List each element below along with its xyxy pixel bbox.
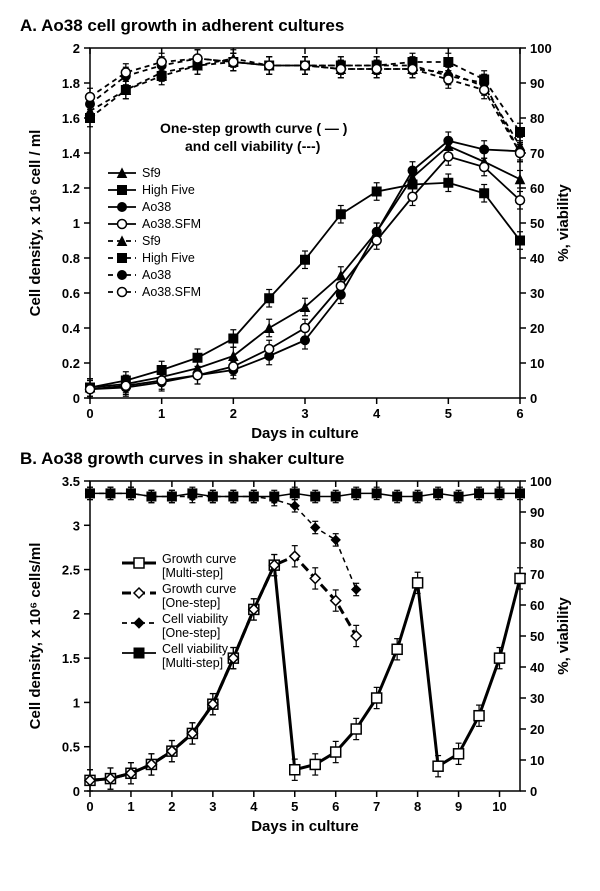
- svg-text:80: 80: [530, 536, 544, 551]
- panel-b-chart: 01234567891000.511.522.533.5010203040506…: [10, 471, 590, 841]
- svg-text:20: 20: [530, 321, 544, 336]
- svg-text:0.6: 0.6: [62, 286, 80, 301]
- svg-text:High Five: High Five: [142, 183, 195, 197]
- svg-text:1: 1: [158, 406, 165, 421]
- panel-a-title: A. Ao38 cell growth in adherent cultures: [20, 16, 590, 36]
- svg-text:Sf9: Sf9: [142, 166, 161, 180]
- svg-text:1.5: 1.5: [62, 651, 80, 666]
- svg-text:1: 1: [127, 799, 134, 814]
- svg-text:60: 60: [530, 181, 544, 196]
- svg-text:10: 10: [530, 753, 544, 768]
- svg-text:100: 100: [530, 474, 552, 489]
- svg-text:20: 20: [530, 722, 544, 737]
- svg-text:8: 8: [414, 799, 421, 814]
- svg-text:90: 90: [530, 76, 544, 91]
- svg-text:[One-step]: [One-step]: [162, 596, 220, 610]
- svg-text:3: 3: [73, 518, 80, 533]
- svg-text:4: 4: [250, 799, 258, 814]
- svg-text:[Multi-step]: [Multi-step]: [162, 566, 223, 580]
- svg-text:6: 6: [332, 799, 339, 814]
- svg-text:0: 0: [86, 406, 93, 421]
- svg-text:5: 5: [445, 406, 452, 421]
- svg-text:Cell density, x 10⁶ cell / ml: Cell density, x 10⁶ cell / ml: [27, 130, 44, 317]
- svg-text:Days in culture: Days in culture: [251, 425, 359, 442]
- svg-text:70: 70: [530, 567, 544, 582]
- svg-text:Ao38.SFM: Ao38.SFM: [142, 285, 201, 299]
- svg-text:and cell viability (---): and cell viability (---): [185, 138, 320, 154]
- svg-text:9: 9: [455, 799, 462, 814]
- svg-text:1.4: 1.4: [62, 146, 81, 161]
- svg-text:%, viability: %, viability: [555, 184, 572, 262]
- svg-text:0: 0: [86, 799, 93, 814]
- svg-text:10: 10: [492, 799, 506, 814]
- svg-text:3: 3: [209, 799, 216, 814]
- svg-text:0.2: 0.2: [62, 356, 80, 371]
- svg-text:3: 3: [301, 406, 308, 421]
- svg-text:0.5: 0.5: [62, 740, 80, 755]
- svg-text:[One-step]: [One-step]: [162, 626, 220, 640]
- svg-text:7: 7: [373, 799, 380, 814]
- svg-text:Ao38: Ao38: [142, 200, 171, 214]
- svg-text:5: 5: [291, 799, 298, 814]
- svg-text:Growth curve: Growth curve: [162, 582, 236, 596]
- svg-text:2: 2: [168, 799, 175, 814]
- panel-a-chart: 012345600.20.40.60.811.21.41.61.82010203…: [10, 38, 590, 443]
- svg-text:6: 6: [516, 406, 523, 421]
- svg-text:90: 90: [530, 505, 544, 520]
- svg-text:80: 80: [530, 111, 544, 126]
- svg-text:2: 2: [73, 41, 80, 56]
- svg-text:100: 100: [530, 41, 552, 56]
- svg-text:70: 70: [530, 146, 544, 161]
- svg-text:Cell viability: Cell viability: [162, 642, 229, 656]
- svg-text:40: 40: [530, 251, 544, 266]
- svg-text:High Five: High Five: [142, 251, 195, 265]
- svg-text:0: 0: [73, 391, 80, 406]
- svg-text:60: 60: [530, 598, 544, 613]
- svg-text:1: 1: [73, 216, 80, 231]
- svg-text:1.6: 1.6: [62, 111, 80, 126]
- svg-text:Sf9: Sf9: [142, 234, 161, 248]
- svg-text:%, viability: %, viability: [555, 597, 572, 675]
- svg-text:One-step growth curve ( — ): One-step growth curve ( — ): [160, 120, 347, 136]
- svg-text:Cell density, x 10⁶ cells/ml: Cell density, x 10⁶ cells/ml: [27, 543, 44, 730]
- svg-text:30: 30: [530, 286, 544, 301]
- svg-text:1: 1: [73, 695, 80, 710]
- svg-text:2.5: 2.5: [62, 563, 80, 578]
- svg-text:Ao38: Ao38: [142, 268, 171, 282]
- svg-text:0: 0: [530, 391, 537, 406]
- svg-text:1.8: 1.8: [62, 76, 80, 91]
- svg-text:30: 30: [530, 691, 544, 706]
- panel-b-title: B. Ao38 growth curves in shaker culture: [20, 449, 590, 469]
- svg-text:Days in culture: Days in culture: [251, 818, 359, 835]
- svg-text:Ao38.SFM: Ao38.SFM: [142, 217, 201, 231]
- svg-text:Growth curve: Growth curve: [162, 552, 236, 566]
- svg-text:50: 50: [530, 629, 544, 644]
- svg-text:1.2: 1.2: [62, 181, 80, 196]
- svg-text:4: 4: [373, 406, 381, 421]
- svg-text:10: 10: [530, 356, 544, 371]
- svg-text:50: 50: [530, 216, 544, 231]
- svg-text:[Multi-step]: [Multi-step]: [162, 656, 223, 670]
- svg-text:2: 2: [230, 406, 237, 421]
- svg-text:40: 40: [530, 660, 544, 675]
- svg-text:0: 0: [73, 784, 80, 799]
- svg-text:Cell viability: Cell viability: [162, 612, 229, 626]
- svg-text:2: 2: [73, 607, 80, 622]
- svg-text:0.8: 0.8: [62, 251, 80, 266]
- svg-text:0: 0: [530, 784, 537, 799]
- svg-text:0.4: 0.4: [62, 321, 81, 336]
- svg-text:3.5: 3.5: [62, 474, 80, 489]
